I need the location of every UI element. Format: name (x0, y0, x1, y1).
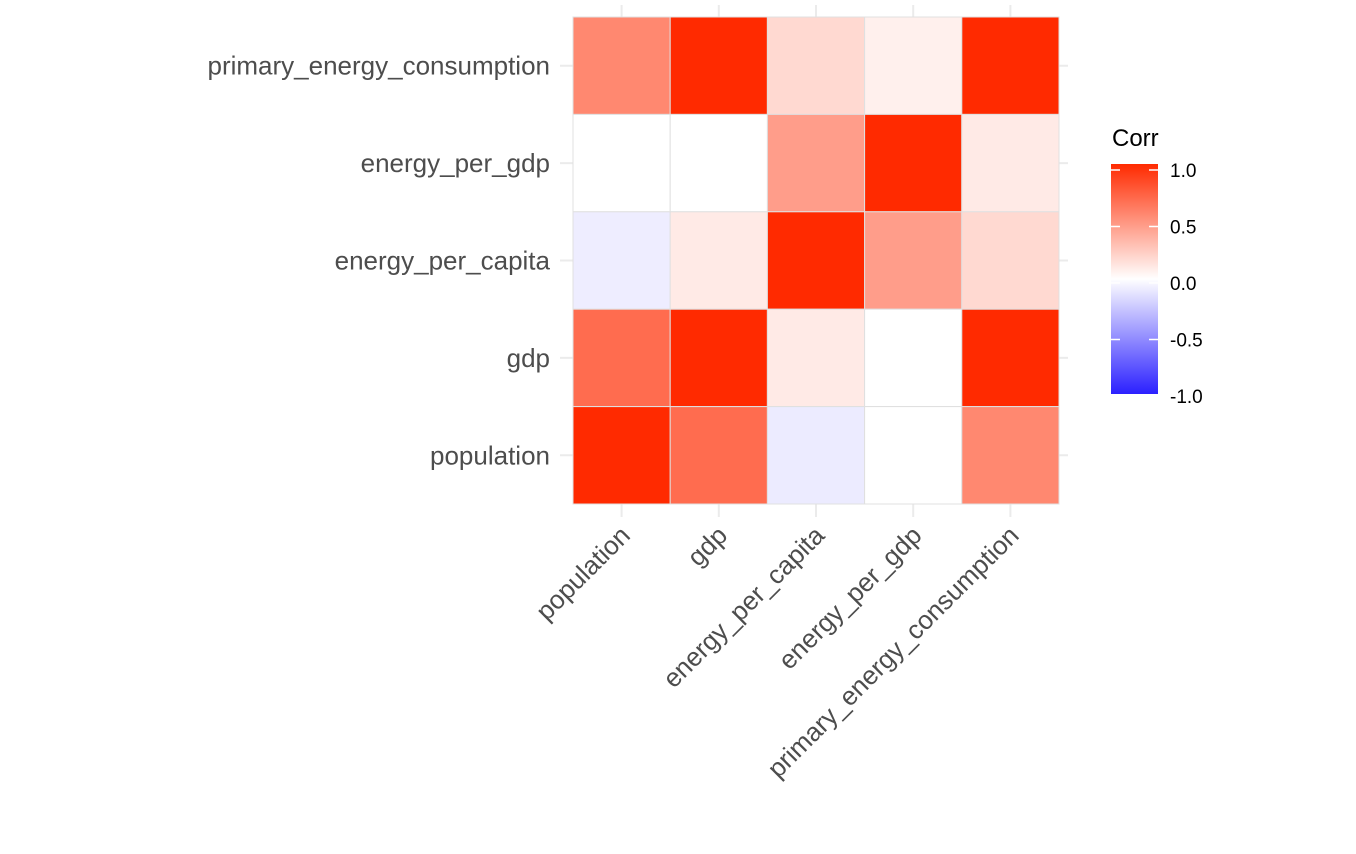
heatmap-cell-energy-per-gdp-primary-energy-consumption (961, 113, 1060, 213)
heatmap-cell-primary-energy-consumption-primary-energy-consumption (961, 16, 1060, 115)
legend-tick-label: 0.5 (1170, 218, 1196, 239)
legend-tick-label: -0.5 (1170, 331, 1203, 352)
x-tick-label-population: population (530, 520, 636, 626)
y-tick-label-energy-per-capita: energy_per_capita (335, 246, 551, 276)
legend-tick-label: 0.0 (1170, 274, 1196, 295)
heatmap-cell-population-gdp (669, 406, 768, 505)
heatmap-cell-energy-per-capita-energy-per-capita (766, 211, 866, 310)
legend-tick-label: -1.0 (1170, 387, 1203, 408)
y-tick-label-population: population (430, 440, 550, 470)
heatmap-cell-gdp-energy-per-gdp (864, 308, 963, 408)
heatmap-cell-energy-per-capita-gdp (669, 211, 768, 310)
heatmap-cell-gdp-population (572, 308, 671, 408)
heatmap-cell-primary-energy-consumption-population (572, 16, 671, 115)
x-tick-label-gdp: gdp (681, 520, 733, 572)
legend-title: Corr (1112, 125, 1159, 152)
legend: Corr 1.0 0.5 0.0 -0.5 -1.0 (1111, 125, 1203, 408)
legend-colorbar (1111, 164, 1158, 394)
heatmap-cell-energy-per-gdp-population (572, 113, 671, 213)
y-axis-labels: primary_energy_consumption energy_per_gdp… (207, 51, 550, 471)
heatmap-cell-population-primary-energy-consumption (961, 406, 1060, 505)
heatmap-cell-primary-energy-consumption-energy-per-capita (766, 16, 866, 115)
heatmap-cell-primary-energy-consumption-gdp (669, 16, 768, 115)
y-tick-label-gdp: gdp (507, 343, 550, 373)
y-tick-label-energy-per-gdp: energy_per_gdp (361, 148, 550, 178)
heatmap-cell-energy-per-capita-population (572, 211, 671, 310)
y-tick-label-primary-energy-consumption: primary_energy_consumption (207, 51, 550, 81)
legend-ticks: 1.0 0.5 0.0 -0.5 -1.0 (1111, 161, 1203, 408)
heatmap-cell-gdp-gdp (669, 308, 768, 408)
heatmap-cell-gdp-primary-energy-consumption (961, 308, 1060, 408)
heatmap-cell-energy-per-gdp-energy-per-gdp (864, 113, 963, 213)
heatmap-cell-energy-per-capita-primary-energy-consumption (961, 211, 1060, 310)
heatmap-cells (572, 16, 1060, 505)
heatmap-cell-population-energy-per-gdp (864, 406, 963, 505)
x-tick-label-energy-per-capita: energy_per_capita (657, 520, 831, 694)
legend-tick-label: 1.0 (1170, 161, 1196, 182)
heatmap-cell-energy-per-gdp-gdp (669, 113, 768, 213)
heatmap-cell-population-population (572, 406, 671, 505)
heatmap-cell-primary-energy-consumption-energy-per-gdp (864, 16, 963, 115)
heatmap-cell-energy-per-capita-energy-per-gdp (864, 211, 963, 310)
heatmap-cell-gdp-energy-per-capita (766, 308, 866, 408)
heatmap-cell-population-energy-per-capita (766, 406, 866, 505)
heatmap-cell-energy-per-gdp-energy-per-capita (766, 113, 866, 213)
x-axis-labels: population gdpenergy_per_capitaenergy_per… (530, 520, 1025, 784)
